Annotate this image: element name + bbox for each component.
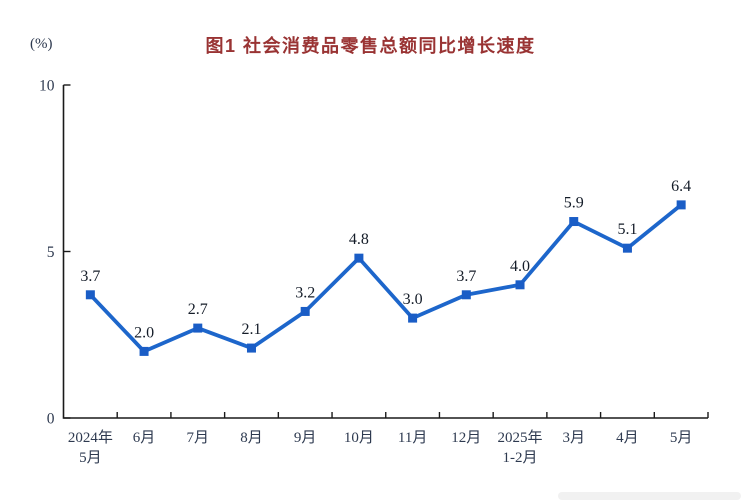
x-tick-label: 9月 <box>294 430 317 446</box>
data-point-marker <box>408 313 418 323</box>
data-label: 5.9 <box>564 195 584 212</box>
x-tick-label: 5月 <box>670 430 693 446</box>
data-label: 2.7 <box>188 301 208 318</box>
horizontal-scrollbar-thumb[interactable] <box>558 492 741 500</box>
data-label: 4.8 <box>349 231 369 248</box>
y-tick-label: 0 <box>47 411 55 428</box>
data-point-marker <box>300 306 310 316</box>
data-point-marker <box>354 253 364 263</box>
data-point-marker <box>515 280 525 290</box>
y-tick-label: 10 <box>39 78 55 95</box>
data-label: 4.0 <box>510 258 530 275</box>
x-tick-label: 6月 <box>133 430 156 446</box>
data-label: 2.0 <box>134 324 154 341</box>
chart-title: 图1 社会消费品零售总额同比增长速度 <box>205 36 536 56</box>
data-point-marker <box>461 290 471 300</box>
x-tick-label: 12月 <box>451 430 481 446</box>
data-label: 5.1 <box>617 221 637 238</box>
data-point-marker <box>676 200 686 210</box>
data-label: 3.7 <box>80 268 100 285</box>
data-point-marker <box>193 323 203 333</box>
x-tick-label: 10月 <box>344 430 374 446</box>
x-tick-label: 7月 <box>187 430 210 446</box>
y-axis-unit-label: (%) <box>30 36 53 52</box>
data-label: 3.0 <box>403 291 423 308</box>
data-point-marker <box>622 243 632 253</box>
data-label: 6.4 <box>671 178 691 195</box>
data-label: 3.7 <box>456 268 476 285</box>
x-tick-label: 2024年 <box>68 429 113 446</box>
x-tick-label: 5月 <box>79 450 102 466</box>
series-line <box>88 202 684 354</box>
x-tick-label: 11月 <box>398 430 427 446</box>
x-tick-label: 1-2月 <box>503 450 538 466</box>
x-tick-label: 2025年 <box>498 429 543 446</box>
x-tick-label: 8月 <box>240 430 263 446</box>
data-point-marker <box>85 290 95 300</box>
data-label: 2.1 <box>241 321 261 338</box>
data-point-marker <box>246 343 256 353</box>
y-tick-label: 5 <box>47 244 55 261</box>
x-tick-label: 4月 <box>616 430 639 446</box>
axes <box>62 85 708 419</box>
data-label: 3.2 <box>295 284 315 301</box>
data-point-marker <box>139 346 149 356</box>
data-point-marker <box>569 217 579 227</box>
x-tick-label: 3月 <box>562 430 585 446</box>
